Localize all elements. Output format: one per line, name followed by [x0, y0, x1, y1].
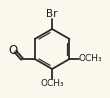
Text: Br: Br [46, 9, 58, 19]
Text: OCH₃: OCH₃ [79, 54, 103, 64]
Text: OCH₃: OCH₃ [40, 79, 64, 88]
Text: O: O [8, 44, 18, 57]
